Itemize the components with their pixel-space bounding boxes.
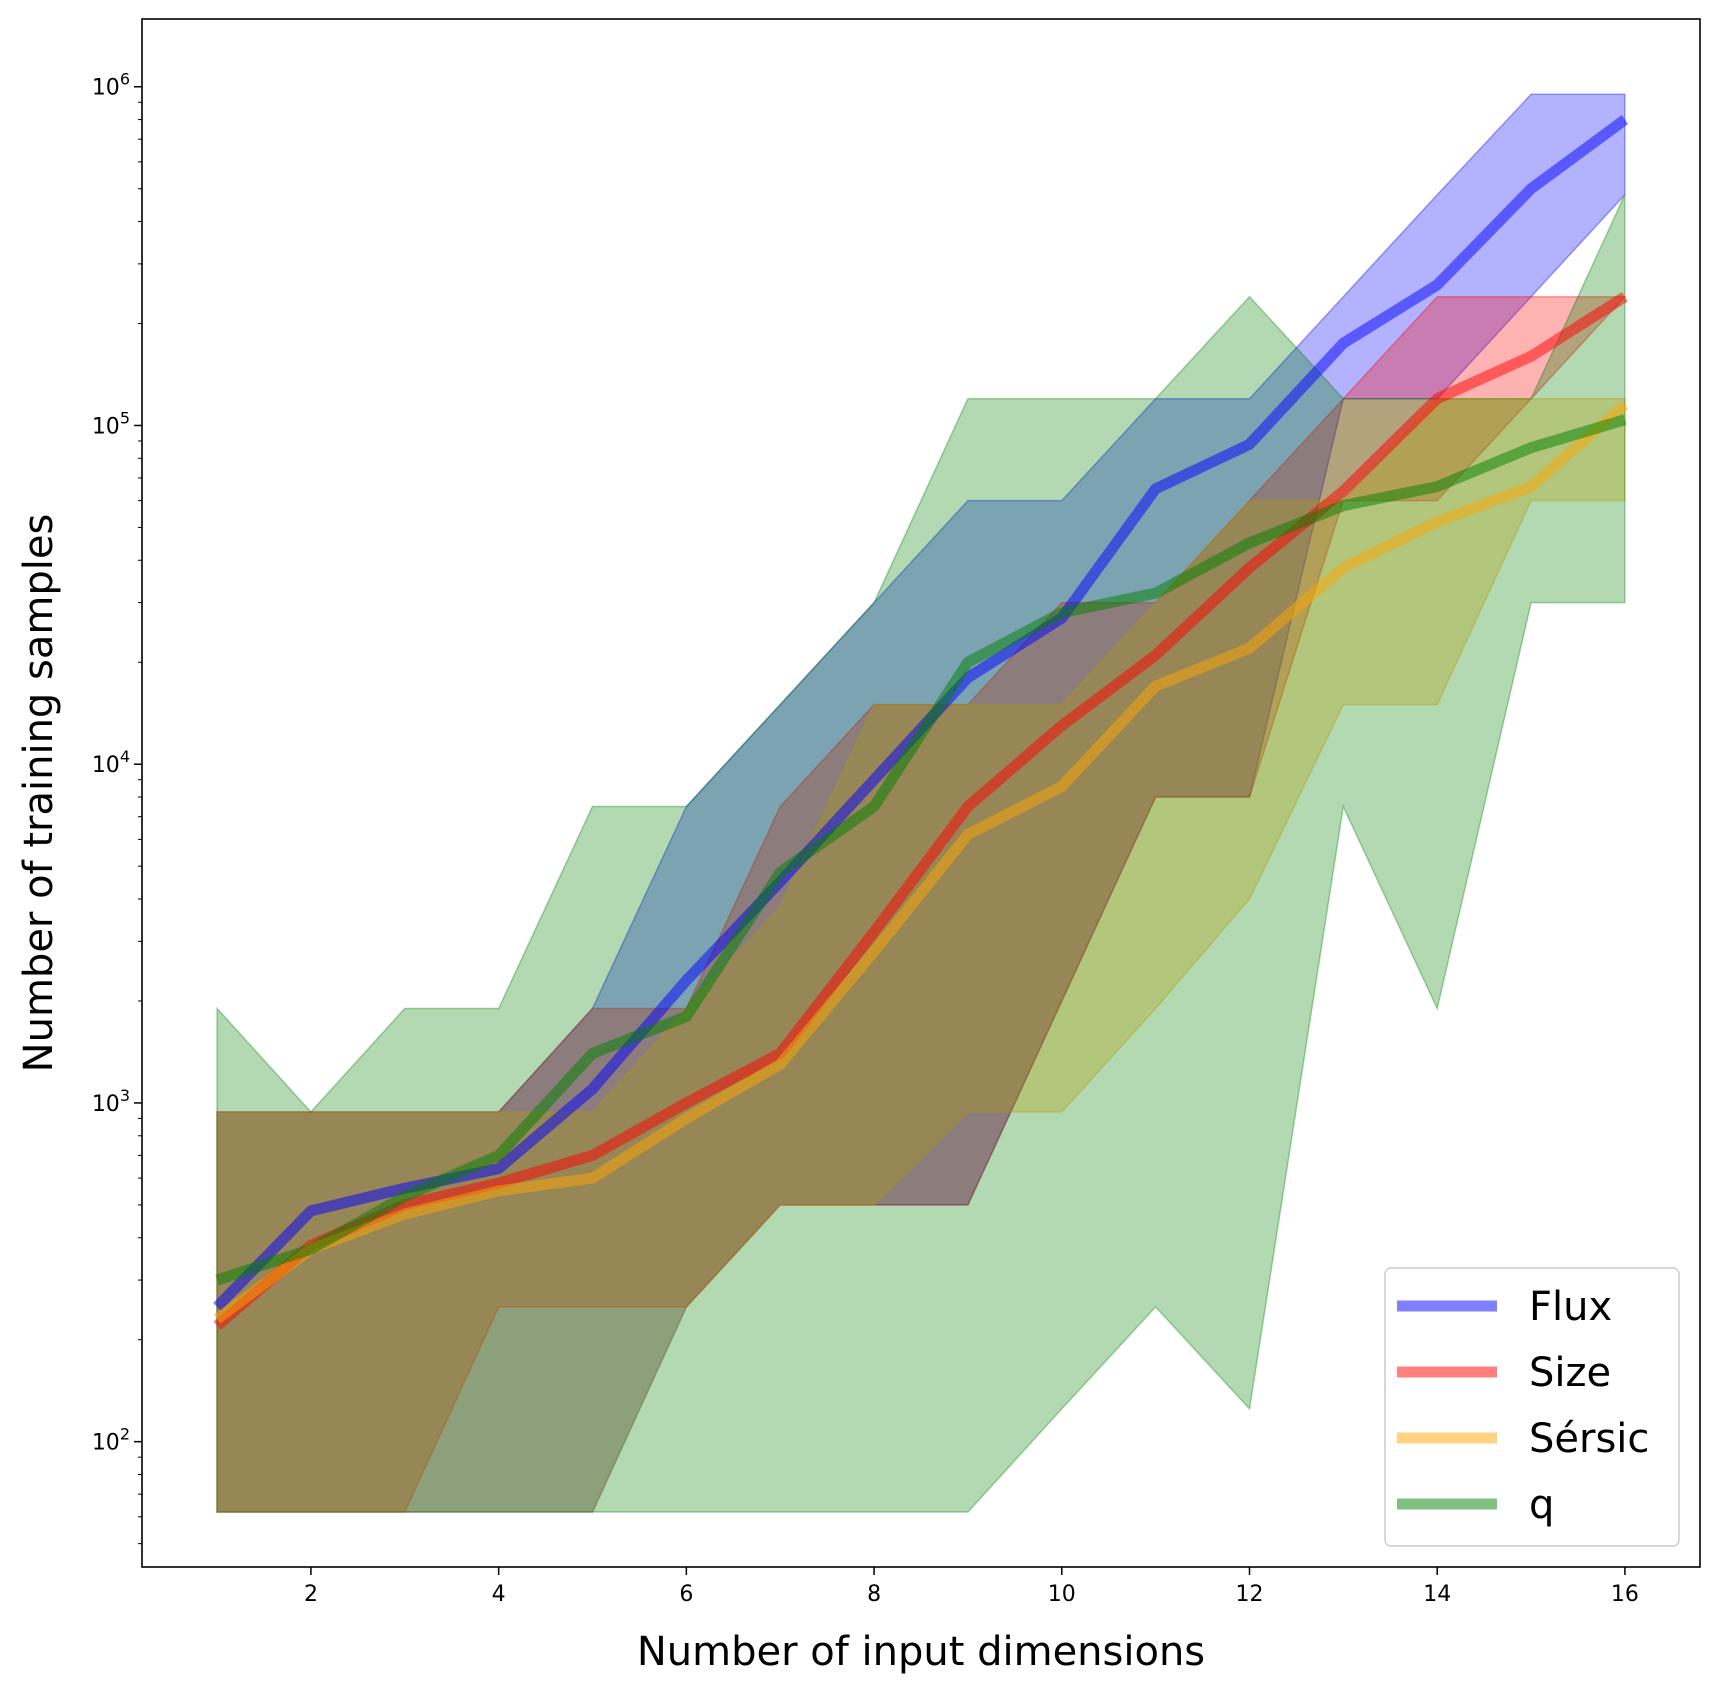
x-tick-label: 4 xyxy=(492,1582,506,1607)
y-tick-exponent: 4 xyxy=(120,747,130,766)
x-tick-label: 6 xyxy=(679,1582,693,1607)
line-size xyxy=(213,292,1628,1330)
x-tick-label: 2 xyxy=(304,1582,318,1607)
x-tick-label: 14 xyxy=(1423,1582,1451,1607)
y-tick-exponent: 5 xyxy=(120,408,130,427)
legend-label-q: q xyxy=(1529,1482,1554,1528)
y-tick-exponent: 3 xyxy=(120,1086,130,1105)
y-tick-label: 104 xyxy=(92,747,130,778)
y-tick-base: 10 xyxy=(92,753,120,778)
y-tick-base: 10 xyxy=(92,1431,120,1456)
legend: Flux Size Sérsic q xyxy=(1384,1267,1680,1547)
x-tick-label: 10 xyxy=(1048,1582,1076,1607)
legend-label-size: Size xyxy=(1529,1350,1611,1396)
y-tick-label: 103 xyxy=(92,1086,130,1117)
x-tick-label: 16 xyxy=(1611,1582,1639,1607)
y-tick-label: 106 xyxy=(92,70,130,101)
y-tick-exponent: 6 xyxy=(120,70,130,89)
x-tick-label: 12 xyxy=(1235,1582,1263,1607)
y-tick-exponent: 2 xyxy=(120,1425,130,1444)
x-tick-label: 8 xyxy=(867,1582,881,1607)
median-lines xyxy=(213,115,1629,1330)
x-axis-ticks: 2 4 6 8 10 12 14 16 xyxy=(304,1567,1639,1607)
band-size xyxy=(216,295,1627,1513)
y-tick-base: 10 xyxy=(92,414,120,439)
x-axis-label: Number of input dimensions xyxy=(637,1629,1205,1675)
y-tick-label: 102 xyxy=(92,1425,130,1456)
y-tick-base: 10 xyxy=(92,76,120,101)
y-tick-base: 10 xyxy=(92,1092,120,1117)
line-srsic xyxy=(213,400,1629,1324)
legend-box xyxy=(1384,1267,1680,1547)
plot-frame xyxy=(141,18,1701,1568)
legend-label-srsic: Sérsic xyxy=(1529,1416,1649,1462)
y-axis-label: Number of training samples xyxy=(16,514,62,1073)
legend-label-flux: Flux xyxy=(1529,1284,1612,1330)
line-q xyxy=(215,414,1627,1286)
y-tick-label: 105 xyxy=(92,408,130,439)
